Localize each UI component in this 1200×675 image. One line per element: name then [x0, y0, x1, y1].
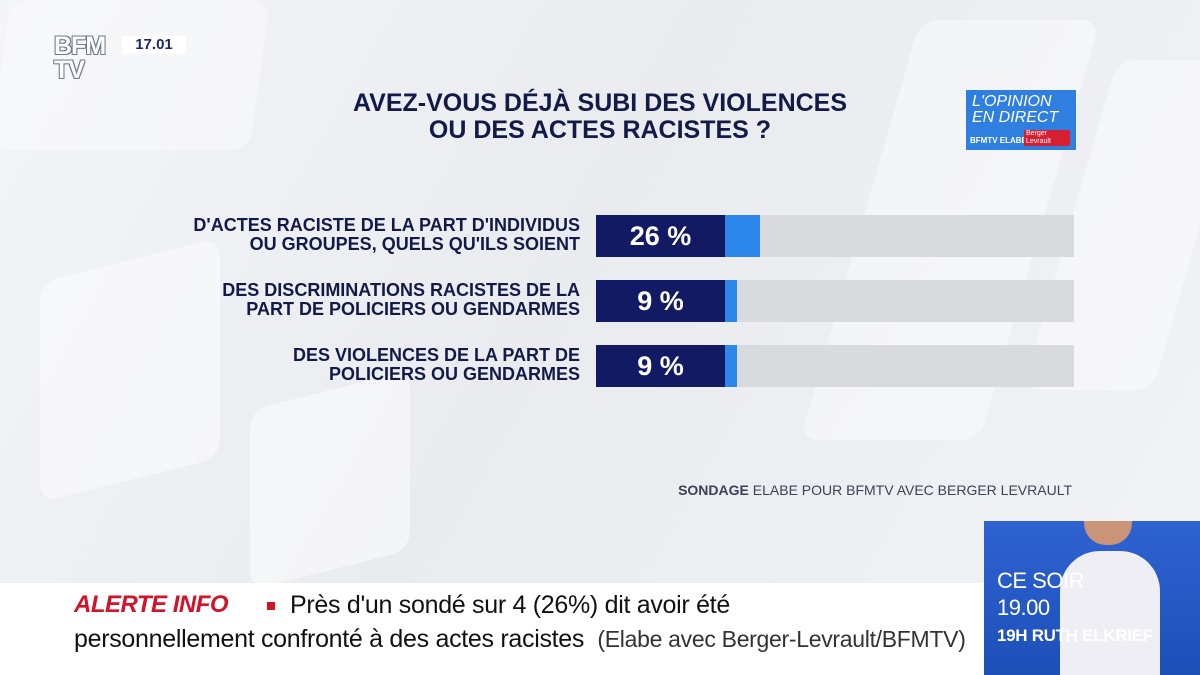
bar-track: 9 %	[596, 280, 1074, 322]
ticker-line-2: personnellement confronté à des actes ra…	[74, 625, 966, 653]
category-label: DES DISCRIMINATIONS RACISTES DE LA PART D…	[80, 281, 580, 319]
category-label-line: D'ACTES RACISTE DE LA PART D'INDIVIDUS	[193, 215, 580, 235]
chart-title: AVEZ-VOUS DÉJÀ SUBI DES VIOLENCES OU DES…	[260, 90, 940, 144]
alert-label: ALERTE INFO	[74, 591, 229, 618]
category-label-line: DES VIOLENCES DE LA PART DE	[292, 345, 580, 365]
source-note: SONDAGE ELABE POUR BFMTV AVEC BERGER LEV…	[678, 482, 1072, 498]
ticker-source: (Elabe avec Berger-Levrault/BFMTV)	[597, 626, 966, 652]
alert-square-icon	[267, 602, 275, 610]
show-promo: CE SOIR 19.00 19H RUTH ELKRIEF	[984, 521, 1200, 675]
category-label-line: PART DE POLICIERS OU GENDARMES	[246, 299, 580, 319]
ticker-line-1: Près d'un sondé sur 4 (26%) dit avoir ét…	[290, 591, 730, 619]
data-label: 9 %	[596, 280, 725, 322]
data-label: 26 %	[596, 215, 725, 257]
bar-track: 26 %	[596, 215, 1074, 257]
category-label-line: POLICIERS OU GENDARMES	[328, 364, 580, 384]
bar	[725, 280, 738, 322]
news-ticker: ALERTE INFO Près d'un sondé sur 4 (26%) …	[0, 583, 984, 675]
promo-label: CE SOIR	[997, 568, 1084, 593]
title-line-1: AVEZ-VOUS DÉJÀ SUBI DES VIOLENCES	[352, 89, 848, 117]
category-label-line: DES DISCRIMINATIONS RACISTES DE LA	[222, 280, 580, 300]
title-line-2: OU DES ACTES RACISTES ?	[428, 116, 772, 144]
bar	[725, 215, 760, 257]
promo-time: 19.00	[997, 595, 1050, 620]
presenter-portrait	[1060, 521, 1160, 675]
data-label: 9 %	[596, 345, 725, 387]
category-label: DES VIOLENCES DE LA PART DE POLICIERS OU …	[80, 346, 580, 384]
promo-show: 19H RUTH ELKRIEF	[997, 626, 1153, 645]
category-label-line: OU GROUPES, QUELS QU'ILS SOIENT	[249, 234, 580, 254]
bar	[725, 345, 738, 387]
channel-logo: BFM TV	[54, 32, 106, 84]
category-label: D'ACTES RACISTE DE LA PART D'INDIVIDUS OU…	[80, 216, 580, 254]
clock: 17.01	[122, 36, 186, 54]
bar-track: 9 %	[596, 345, 1074, 387]
opinion-badge: L'OPINION EN DIRECT BFMTV ELABE Berger L…	[966, 90, 1076, 150]
